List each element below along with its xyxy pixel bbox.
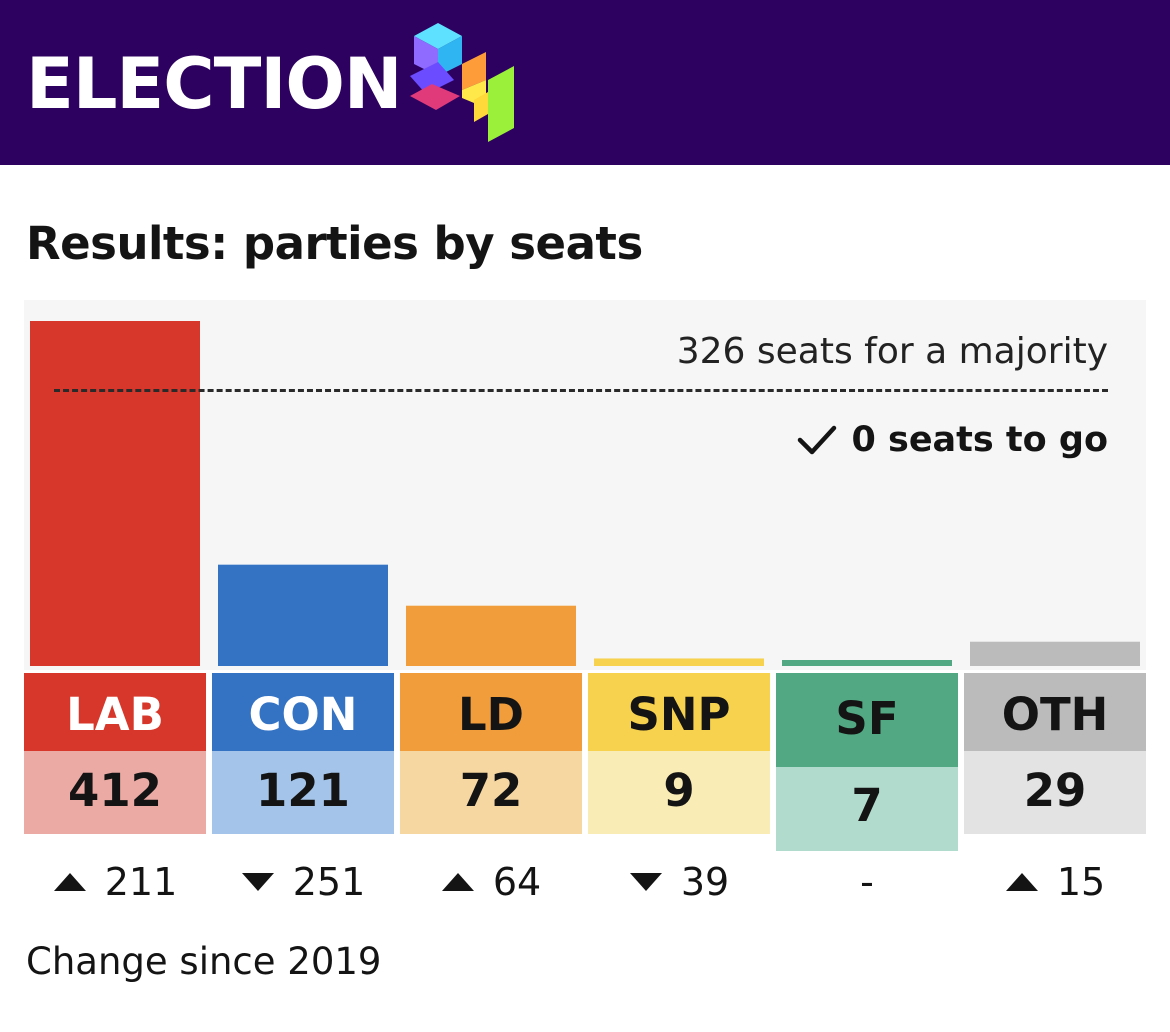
bar-sf (782, 660, 952, 666)
header-title: ELECTION (26, 43, 402, 125)
party-label: LD (400, 673, 582, 751)
party-label: CON (212, 673, 394, 751)
party-change-value: 15 (1056, 860, 1106, 904)
seats-to-go-label: 0 seats to go (851, 420, 1108, 460)
section-title: Results: parties by seats (26, 217, 643, 270)
party-seats: 121 (212, 751, 394, 834)
triangle-up-icon (1005, 873, 1038, 891)
triangle-up-icon (441, 873, 474, 891)
party-change-value: - (860, 860, 874, 904)
chart-area (24, 300, 1146, 670)
party-label: OTH (964, 673, 1146, 751)
party-change-con: 251 (212, 858, 394, 906)
election-24-logo-icon (410, 23, 514, 142)
party-change-lab: 211 (24, 858, 206, 906)
seats-to-go: 0 seats to go (797, 416, 1108, 464)
party-seats: 9 (588, 751, 770, 834)
bar-ld (406, 605, 576, 666)
party-change-value: 251 (292, 860, 366, 904)
seats-bar-chart (30, 321, 1140, 666)
change-since-label: Change since 2019 (26, 940, 382, 983)
majority-reference-line (54, 389, 1108, 392)
header-bar: ELECTION (0, 0, 1170, 165)
party-seats: 412 (24, 751, 206, 834)
party-change-value: 64 (492, 860, 542, 904)
party-seats: 29 (964, 751, 1146, 834)
check-icon (798, 425, 837, 455)
triangle-down-icon (629, 873, 662, 891)
party-label: SNP (588, 673, 770, 751)
party-column-sf: SF 7 (776, 673, 958, 851)
party-column-snp: SNP 9 (588, 673, 770, 834)
bar-snp (594, 658, 764, 666)
party-seats: 7 (776, 767, 958, 851)
party-column-lab: LAB 412 (24, 673, 206, 834)
triangle-down-icon (241, 873, 274, 891)
party-column-oth: OTH 29 (964, 673, 1146, 834)
triangle-up-icon (53, 873, 86, 891)
party-change-snp: 39 (588, 858, 770, 906)
party-change-value: 39 (680, 860, 730, 904)
party-change-ld: 64 (400, 858, 582, 906)
party-label: LAB (24, 673, 206, 751)
party-change-sf: - (776, 858, 958, 906)
majority-label: 326 seats for a majority (676, 331, 1108, 372)
party-change-oth: 15 (964, 858, 1146, 906)
party-column-ld: LD 72 (400, 673, 582, 834)
party-label: SF (776, 673, 958, 767)
bar-oth (970, 641, 1140, 666)
bar-con (218, 564, 388, 666)
party-column-con: CON 121 (212, 673, 394, 834)
party-change-value: 211 (104, 860, 178, 904)
party-seats: 72 (400, 751, 582, 834)
bar-lab (30, 321, 200, 666)
